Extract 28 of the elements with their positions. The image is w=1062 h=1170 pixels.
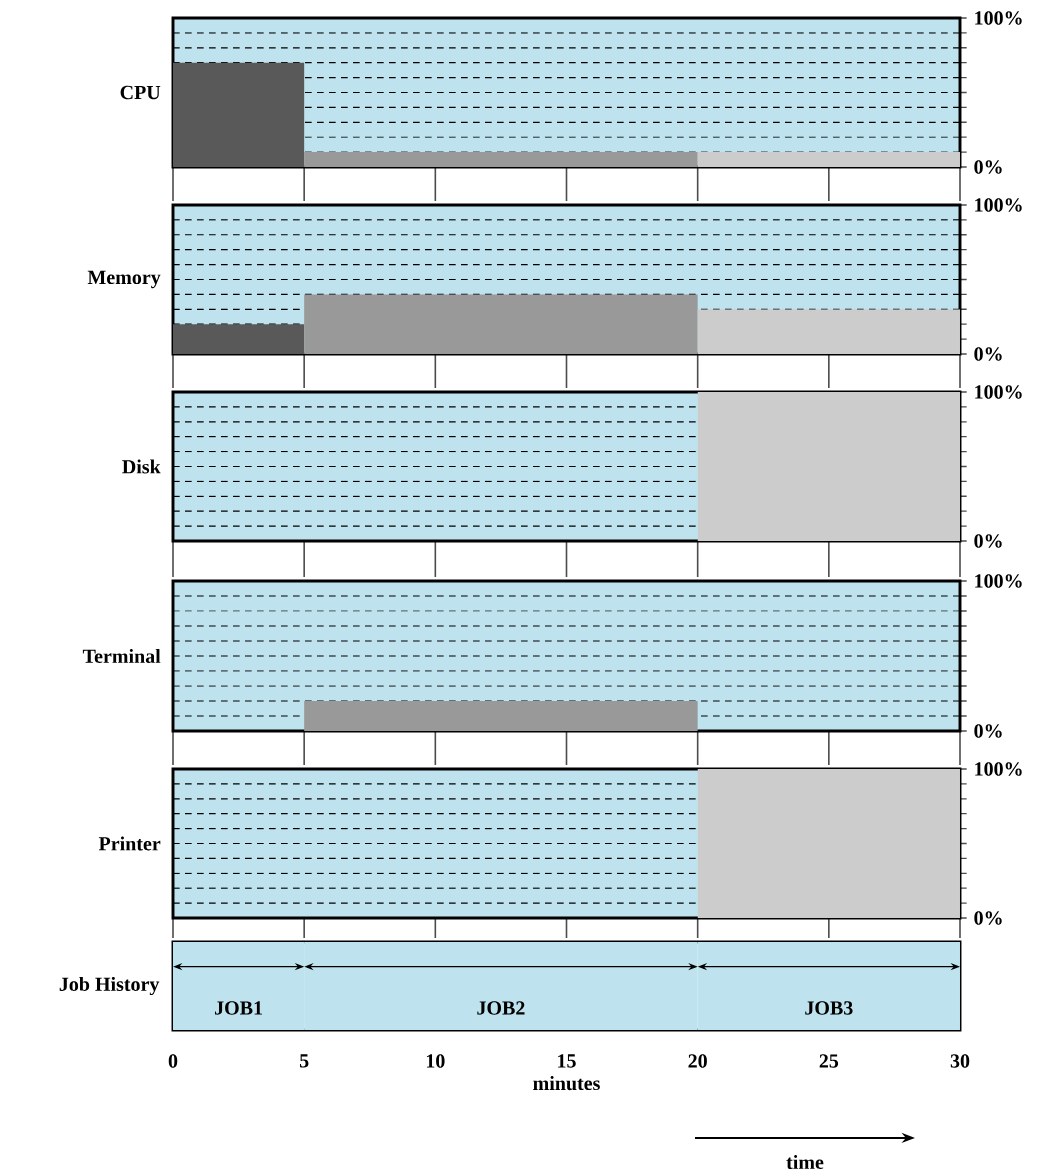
x-tick-label: 25 (819, 1054, 839, 1068)
y-tick-label: 100% (975, 11, 1022, 25)
y-axis-title: Printer (98, 836, 161, 851)
x-tick-label: 10 (426, 1054, 445, 1068)
y-tick-label: 100% (975, 574, 1022, 588)
y-tick-label: 0% (974, 724, 1002, 738)
series-label: JOB1 (215, 1001, 262, 1015)
text: time (786, 1154, 824, 1170)
series-label: JOB3 (805, 1001, 853, 1015)
y-axis-title: Memory (87, 270, 161, 289)
x-tick-label: 0 (168, 1054, 178, 1068)
x-tick-label: 30 (950, 1054, 970, 1068)
y-tick-label: 100% (975, 762, 1022, 776)
series-label: JOB2 (477, 1001, 525, 1015)
y-tick-label: 0% (974, 534, 1002, 548)
y-axis-title: CPU (120, 85, 161, 100)
y-tick-label: 0% (974, 911, 1002, 925)
y-tick-label: 0% (974, 160, 1002, 174)
y-tick-label: Job History (59, 976, 160, 996)
x-tick-label: 15 (558, 1054, 576, 1068)
y-tick-label: 100% (975, 385, 1022, 399)
x-tick-label: 5 (299, 1054, 309, 1068)
x-axis-title: minutes (533, 1076, 600, 1091)
y-axis-title: Disk (122, 459, 161, 474)
x-tick-label: 20 (688, 1054, 707, 1068)
y-tick-label: 0% (974, 347, 1002, 361)
y-axis-title: Terminal (82, 648, 161, 664)
y-tick-label: 100% (975, 198, 1022, 212)
